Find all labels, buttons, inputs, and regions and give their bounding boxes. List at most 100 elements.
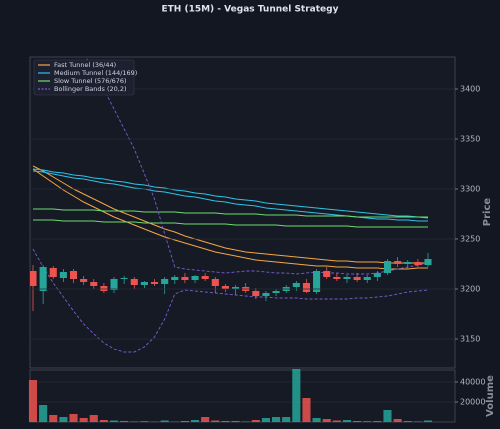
candle-body xyxy=(140,282,148,285)
candle-body xyxy=(262,293,270,296)
candle-body xyxy=(161,279,169,284)
volume-bar xyxy=(180,421,189,422)
volume-bar xyxy=(423,420,433,422)
volume-bar xyxy=(373,421,382,422)
candle-body xyxy=(394,261,402,264)
volume-bar xyxy=(332,420,341,422)
volume-bar xyxy=(120,421,129,422)
indicator-line xyxy=(33,219,428,228)
volume-bar xyxy=(69,414,78,422)
candle-body xyxy=(343,277,351,279)
candle-body xyxy=(171,277,179,280)
chart-title: ETH (15M) - Vegas Tunnel Strategy xyxy=(162,5,339,15)
candle-body xyxy=(302,283,311,292)
volume-bar xyxy=(89,415,98,422)
candle-body xyxy=(353,277,361,280)
volume-bar xyxy=(272,417,281,422)
volume-bar xyxy=(160,420,169,422)
candle-body xyxy=(404,262,412,264)
candle-body xyxy=(201,276,209,279)
y-tick-label: 3250 xyxy=(460,235,480,244)
y-tick-label: 3150 xyxy=(460,335,480,344)
legend-label: Slow Tunnel (576/676) xyxy=(54,77,127,85)
volume-bar xyxy=(322,419,331,422)
indicator-line xyxy=(32,168,429,219)
volume-bar xyxy=(302,398,311,422)
candle-body xyxy=(363,277,371,280)
candle-body xyxy=(252,291,260,296)
indicator-line xyxy=(32,165,428,264)
volume-bar xyxy=(221,421,230,422)
volume-bar xyxy=(59,417,68,422)
candle-body xyxy=(323,271,331,277)
volume-bar xyxy=(261,418,270,422)
indicator-line xyxy=(32,168,428,270)
candle-body xyxy=(211,279,219,286)
volume-bar xyxy=(393,419,402,422)
volume-bar xyxy=(39,405,48,422)
volume-bar xyxy=(49,415,58,422)
candle-body xyxy=(414,262,422,265)
indicator-line xyxy=(32,248,429,353)
volume-bar xyxy=(292,369,301,422)
candle-body xyxy=(69,271,78,279)
candle-body xyxy=(313,271,321,292)
plot-area xyxy=(30,57,432,353)
candle-body xyxy=(100,286,108,291)
y-tick-label: 3300 xyxy=(460,185,480,194)
volume-axis-label: Volume xyxy=(485,375,496,417)
candle-body xyxy=(80,279,88,282)
y-tick-label: 3200 xyxy=(460,285,480,294)
candle-body xyxy=(130,279,138,285)
candle-body xyxy=(110,279,118,290)
candle-body xyxy=(272,291,280,293)
volume-bar xyxy=(413,421,422,422)
volume-bar xyxy=(140,421,149,422)
volume-bar xyxy=(231,421,240,422)
volume-bar xyxy=(403,421,412,422)
volume-tick-label: 20000 xyxy=(460,398,485,407)
volume-bar xyxy=(353,421,362,422)
candle-body xyxy=(120,278,128,279)
volume-bar xyxy=(191,420,200,422)
volume-bar xyxy=(251,420,260,422)
candle-body xyxy=(90,282,98,286)
candle-body xyxy=(49,268,57,277)
volume-bar xyxy=(342,420,352,422)
volume-bar xyxy=(99,420,108,422)
volume-bar xyxy=(363,421,372,422)
candle-body xyxy=(373,273,381,277)
candle-body xyxy=(333,277,341,279)
candle-body xyxy=(39,267,47,291)
legend-label: Fast Tunnel (36/44) xyxy=(54,61,116,69)
candle-body xyxy=(232,287,240,289)
volume-tick-label: 40000 xyxy=(460,378,485,387)
indicator-line xyxy=(85,57,429,275)
volume-bar xyxy=(312,418,321,422)
y-axis-label: Price xyxy=(482,198,493,227)
candle-body xyxy=(181,277,189,280)
legend-label: Medium Tunnel (144/169) xyxy=(54,69,137,77)
candle-body xyxy=(30,271,37,286)
candle-body xyxy=(383,261,392,273)
volume-bar xyxy=(241,421,250,422)
y-tick-label: 3400 xyxy=(460,85,480,94)
candle-body xyxy=(424,259,432,265)
volume-bar xyxy=(79,418,88,422)
volume-bar xyxy=(282,417,291,422)
candle-body xyxy=(191,276,199,280)
candle-body xyxy=(221,286,229,289)
legend-label: Bollinger Bands (20,2) xyxy=(54,85,127,93)
volume-bar xyxy=(383,410,392,422)
indicator-line xyxy=(33,208,428,218)
volume-bar xyxy=(109,420,119,422)
candle-body xyxy=(150,282,159,284)
y-tick-label: 3350 xyxy=(460,135,480,144)
volume-bar xyxy=(201,417,210,422)
volume-bar xyxy=(28,380,38,422)
legend-box xyxy=(33,59,135,96)
volume-bar xyxy=(211,420,220,422)
candle-body xyxy=(59,272,67,278)
volume-bar xyxy=(130,421,139,422)
